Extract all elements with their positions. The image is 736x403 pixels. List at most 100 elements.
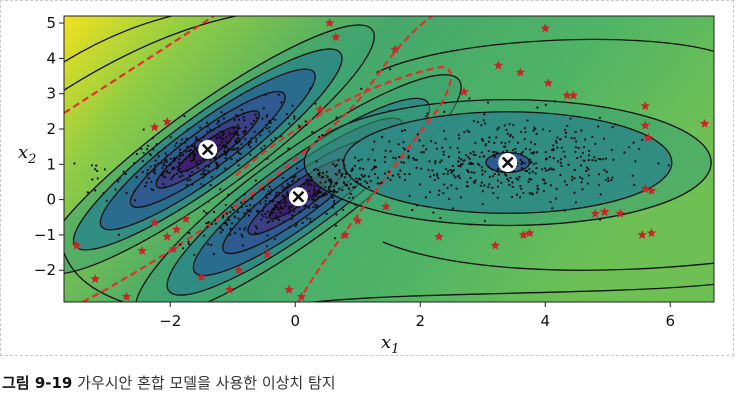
instance-point	[548, 129, 551, 133]
instance-point	[467, 171, 470, 174]
y-tick-label: −2	[34, 261, 56, 279]
instance-point	[383, 160, 387, 164]
instance-point	[402, 147, 405, 150]
instance-point	[520, 167, 524, 170]
instance-point	[184, 141, 187, 144]
instance-point	[90, 164, 94, 167]
instance-point	[587, 154, 591, 157]
instance-point	[222, 117, 225, 120]
instance-point	[507, 179, 510, 183]
instance-point	[160, 172, 163, 175]
anomaly-star	[162, 116, 172, 126]
instance-point	[480, 124, 483, 127]
instance-point	[220, 111, 223, 114]
instance-point	[380, 181, 383, 184]
instance-point	[212, 128, 215, 131]
instance-point	[288, 212, 291, 215]
instance-point	[526, 169, 529, 173]
instance-point	[264, 93, 267, 96]
instance-point	[189, 148, 193, 151]
instance-point	[597, 173, 601, 176]
anomaly-star	[540, 23, 550, 33]
instance-point	[607, 180, 610, 183]
anomaly-star	[515, 67, 525, 77]
instance-point	[232, 145, 235, 148]
instance-point	[180, 171, 183, 174]
instance-point	[480, 166, 484, 169]
instance-point	[297, 178, 300, 181]
instance-point	[283, 201, 286, 205]
instance-point	[237, 124, 240, 127]
instance-point	[532, 129, 535, 132]
instance-point	[371, 148, 374, 151]
instance-point	[95, 164, 98, 167]
instance-point	[388, 140, 391, 143]
instance-point	[482, 155, 485, 158]
instance-point	[667, 164, 670, 167]
instance-point	[266, 221, 269, 224]
instance-point	[153, 164, 156, 167]
instance-point	[140, 147, 143, 151]
instance-point	[581, 177, 584, 180]
instance-point	[216, 122, 219, 125]
instance-point	[442, 191, 445, 195]
instance-point	[179, 154, 182, 158]
instance-point	[179, 142, 183, 145]
instance-point	[223, 149, 226, 153]
instance-point	[278, 218, 281, 222]
instance-point	[350, 169, 353, 173]
instance-point	[549, 200, 552, 204]
instance-point	[444, 137, 447, 140]
instance-point	[214, 222, 217, 225]
instance-point	[243, 193, 246, 196]
instance-point	[265, 196, 268, 200]
instance-point	[268, 130, 271, 133]
instance-point	[268, 119, 271, 123]
instance-point	[447, 197, 450, 201]
instance-point	[541, 168, 544, 171]
instance-point	[242, 112, 245, 115]
instance-point	[270, 139, 273, 142]
instance-point	[416, 133, 419, 136]
instance-point	[412, 157, 415, 160]
instance-point	[150, 180, 153, 183]
instance-point	[519, 158, 522, 162]
instance-point	[602, 137, 606, 140]
instance-point	[432, 173, 436, 177]
anomaly-star	[590, 208, 600, 218]
instance-point	[338, 169, 341, 172]
instance-point	[415, 158, 418, 161]
instance-point	[264, 199, 267, 203]
instance-point	[527, 180, 530, 183]
instance-point	[164, 152, 167, 155]
instance-point	[487, 140, 490, 143]
instance-point	[334, 224, 338, 227]
instance-point	[318, 191, 321, 194]
anomaly-star	[562, 90, 572, 100]
instance-point	[202, 234, 206, 237]
instance-point	[86, 191, 89, 194]
instance-point	[173, 174, 176, 177]
instance-point	[442, 129, 445, 132]
instance-point	[244, 226, 247, 229]
instance-point	[133, 189, 136, 193]
instance-point	[265, 245, 269, 248]
instance-point	[366, 181, 369, 184]
instance-point	[552, 168, 555, 171]
instance-point	[457, 133, 460, 137]
instance-point	[174, 144, 177, 147]
instance-point	[238, 227, 241, 230]
instance-point	[355, 177, 358, 180]
instance-point	[224, 221, 228, 225]
instance-point	[319, 181, 322, 184]
instance-point	[154, 159, 157, 162]
y-tick-label: 1	[46, 155, 56, 173]
instance-point	[554, 197, 558, 200]
instance-point	[30, 255, 32, 257]
instance-point	[195, 160, 199, 163]
instance-point	[294, 175, 297, 178]
instance-point	[241, 244, 245, 247]
anomaly-star	[149, 122, 160, 132]
instance-point	[463, 130, 466, 134]
instance-point	[431, 169, 434, 172]
